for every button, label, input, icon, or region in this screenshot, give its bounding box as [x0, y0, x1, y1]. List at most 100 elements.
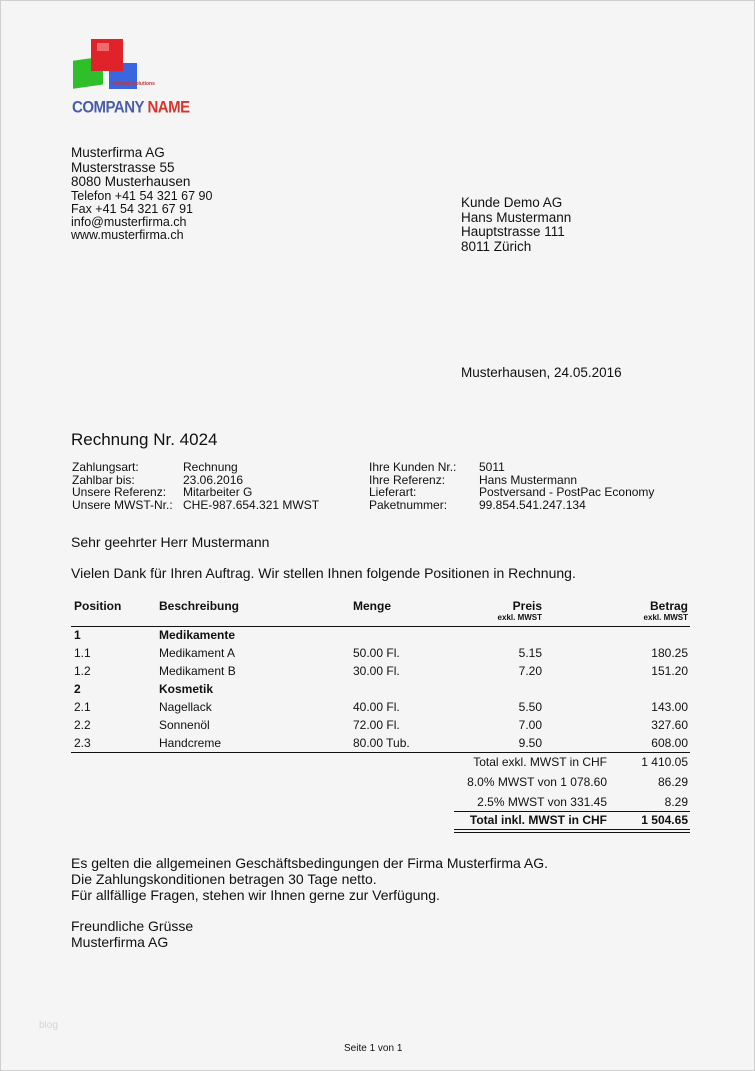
recipient-line: 8011 Zürich: [461, 238, 532, 254]
info-value: CHE-987.654.321 MWST: [183, 498, 320, 513]
info-label: Unsere Referenz:: [72, 485, 167, 500]
closing-line: Es gelten die allgemeinen Geschäftsbedin…: [71, 855, 549, 871]
info-value: Mitarbeiter G: [183, 485, 253, 500]
sender-line: Telefon +41 54 321 67 90: [71, 188, 213, 203]
double-underline-top: [454, 829, 690, 830]
page-footer: Seite 1 von 1: [344, 1043, 403, 1054]
cell-amount: 180.25: [651, 646, 688, 660]
cell-desc: Handcreme: [159, 736, 222, 750]
cell-price: 5.15: [518, 646, 542, 660]
info-value: 5011: [479, 460, 505, 474]
col-header-quantity: Menge: [353, 599, 392, 613]
logo-text-accent: NAME: [147, 98, 190, 117]
cell-qty: 40.00 Fl.: [353, 700, 400, 714]
info-value: Hans Mustermann: [479, 472, 578, 487]
closing-line: Für allfällige Fragen, stehen wir Ihnen …: [71, 887, 440, 903]
info-label: Lieferart:: [369, 485, 417, 500]
info-label: Zahlbar bis:: [72, 472, 135, 487]
total-value: 1 410.05: [641, 755, 688, 769]
cell-pos: 1.1: [74, 646, 91, 660]
sender-line: www.musterfirma.ch: [71, 227, 184, 242]
cell-desc: Kosmetik: [159, 682, 214, 696]
totals-divider: [454, 811, 690, 812]
info-label: Zahlungsart:: [72, 460, 139, 474]
col-header-position: Position: [74, 599, 122, 613]
recipient-line: Hans Mustermann: [461, 209, 572, 225]
total-label: 8.0% MWST von 1 078.60: [467, 775, 607, 789]
info-label: Ihre Referenz:: [369, 472, 446, 487]
info-label: Paketnummer:: [369, 498, 448, 513]
greeting-line: Freundliche Grüsse: [71, 918, 194, 934]
cell-desc: Medikament A: [159, 646, 236, 660]
info-label: Unsere MWST-Nr.:: [72, 498, 173, 513]
amount-sublabel: exkl. MWST: [643, 613, 688, 622]
logo-text: COMPANY: [72, 98, 144, 117]
total-value: 8.29: [664, 795, 688, 809]
cell-amount: 143.00: [651, 700, 688, 714]
sender-line: Musterfirma AG: [71, 145, 165, 160]
amount-label: Betrag: [649, 599, 688, 613]
greeting: Freundliche Grüsse Musterfirma AG: [71, 918, 193, 950]
col-header-amount: Betrag exkl. MWST: [588, 599, 688, 622]
cell-price: 5.50: [518, 700, 542, 714]
cell-amount: 327.60: [651, 718, 688, 732]
cell-qty: 72.00 Fl.: [353, 718, 400, 732]
cell-price: 9.50: [518, 736, 542, 750]
cell-pos: 1.2: [74, 664, 91, 678]
sender-line: 8080 Musterhausen: [71, 174, 191, 189]
cell-amount: 151.20: [651, 664, 688, 678]
total-label: Total inkl. MWST in CHF: [469, 813, 607, 827]
sender-line: info@musterfirma.ch: [71, 214, 187, 229]
sender-line: Fax +41 54 321 67 91: [71, 201, 193, 216]
price-sublabel: exkl. MWST: [497, 613, 542, 622]
cell-pos: 2.3: [74, 736, 91, 750]
cell-price: 7.00: [518, 718, 542, 732]
salutation: Sehr geehrter Herr Mustermann: [71, 534, 270, 550]
info-right: Ihre Kunden Nr.: 5011 Ihre Referenz: Hans …: [369, 461, 654, 512]
recipient-line: Hauptstrasse 111: [461, 224, 565, 239]
place-date: Musterhausen, 24.05.2016: [461, 365, 622, 380]
info-left: Zahlungsart: Rechnung Zahlbar bis: 23.06.2…: [72, 461, 319, 512]
cell-qty: 30.00 Fl.: [353, 664, 400, 678]
recipient-line: Kunde Demo AG: [461, 195, 563, 210]
cell-amount: 608.00: [651, 736, 688, 750]
cell-qty: 50.00 Fl.: [353, 646, 400, 660]
cell-price: 7.20: [518, 664, 542, 678]
info-value: 23.06.2016: [183, 472, 244, 487]
price-label: Preis: [512, 599, 542, 613]
sender-line: Musterstrasse 55: [71, 159, 175, 175]
sender-address: Musterfirma AG Musterstrasse 55 8080 Mus…: [71, 145, 213, 242]
total-label: 2.5% MWST von 331.45: [477, 795, 607, 809]
intro-text: Vielen Dank für Ihren Auftrag. Wir stell…: [71, 565, 576, 581]
cell-pos: 2.2: [74, 718, 91, 732]
closing-line: Die Zahlungskonditionen betragen 30 Tage…: [71, 871, 377, 887]
cell-pos: 2.1: [74, 700, 91, 714]
total-label: Total exkl. MWST in CHF: [473, 755, 607, 769]
info-label: Ihre Kunden Nr.:: [369, 460, 457, 474]
cell-desc: Sonnenöl: [159, 718, 210, 732]
total-value: 86.29: [657, 775, 688, 789]
closing-text: Es gelten die allgemeinen Geschäftsbedin…: [71, 855, 548, 903]
total-value: 1 504.65: [641, 813, 688, 827]
cell-desc: Medikamente: [159, 628, 236, 642]
logo-tagline: Network Solutions: [111, 81, 155, 87]
table-bottom-divider: [71, 752, 690, 753]
recipient-address: Kunde Demo AG Hans Mustermann Hauptstras…: [461, 195, 572, 254]
greeting-line: Musterfirma AG: [71, 934, 169, 950]
info-value: Rechnung: [183, 460, 238, 474]
watermark: blog: [39, 1020, 58, 1031]
double-underline-bottom: [454, 832, 690, 833]
cell-pos: 1: [74, 628, 81, 642]
col-header-price: Preis exkl. MWST: [442, 599, 542, 622]
invoice-title: Rechnung Nr. 4024: [71, 430, 218, 449]
cell-qty: 80.00 Tub.: [353, 736, 410, 750]
cell-desc: Nagellack: [159, 700, 212, 714]
table-header-divider: [71, 626, 690, 627]
info-value: Postversand - PostPac Economy: [479, 485, 655, 500]
cubes-icon: [73, 39, 137, 89]
cell-pos: 2: [74, 682, 81, 696]
cell-desc: Medikament B: [159, 664, 236, 678]
info-value: 99.854.541.247.134: [479, 498, 586, 513]
company-logo: Network Solutions COMPANY NAME: [71, 37, 190, 119]
